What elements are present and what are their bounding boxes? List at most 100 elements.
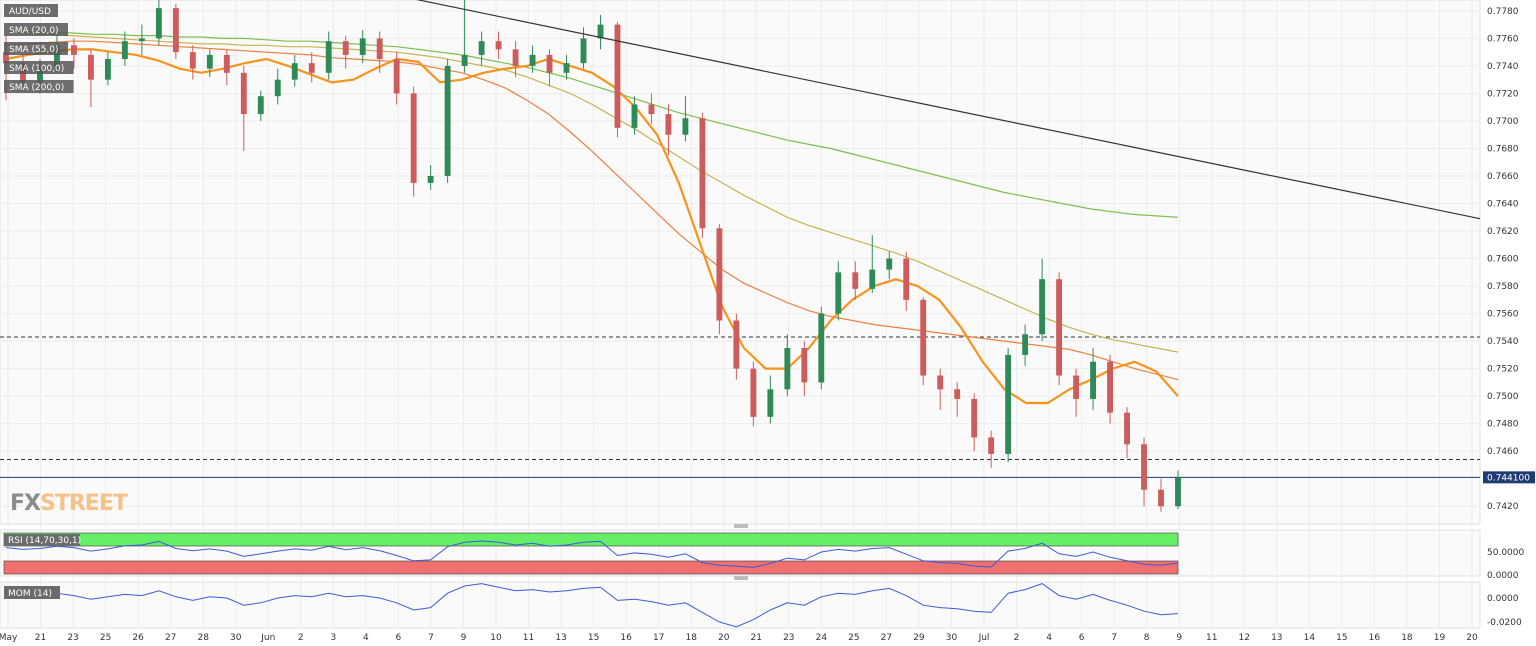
legend-item-box[interactable]	[4, 23, 68, 36]
candle-body	[886, 258, 893, 270]
candle-body	[342, 41, 349, 55]
candle-body	[801, 348, 808, 383]
x-tick-label: 18	[685, 633, 697, 643]
candle-body	[665, 114, 672, 135]
x-tick-label: 16	[1369, 633, 1381, 643]
candle-body	[920, 299, 927, 376]
x-tick-label: 7	[1111, 633, 1117, 643]
candle-body	[1141, 444, 1147, 490]
last-price-label: 0.744100	[1487, 473, 1530, 483]
x-tick-label: Jun	[260, 633, 275, 643]
y-tick-label: 0.7680	[1487, 144, 1519, 154]
candle-body	[3, 52, 9, 64]
y-tick-label: 0.7720	[1487, 89, 1519, 99]
mom-panel	[0, 581, 1481, 629]
candle-body	[733, 320, 740, 369]
x-tick-label: Jul	[978, 633, 990, 643]
momentum-line	[5, 583, 1179, 628]
candle-body	[1158, 489, 1164, 507]
y-tick-label: 0.7660	[1487, 172, 1519, 182]
horizontal-levels	[0, 336, 1480, 478]
panel-resize-handle[interactable]	[734, 524, 748, 528]
candle-body	[937, 375, 944, 390]
candle-body	[376, 38, 383, 60]
x-tick-label: 2	[298, 633, 304, 643]
candle-body	[172, 8, 179, 53]
candle-body	[784, 348, 791, 390]
candle-body	[410, 93, 417, 183]
y-tick-label: 0.7420	[1487, 502, 1519, 512]
x-tick-label: 18	[1401, 633, 1413, 643]
x-tick-label: 2	[1014, 633, 1020, 643]
candle-body	[427, 176, 434, 183]
candle-body	[716, 228, 723, 321]
rsi-oversold-zone	[3, 560, 1179, 575]
candle-body	[461, 54, 468, 66]
candle-body	[954, 389, 961, 399]
candle-body	[614, 24, 621, 128]
candle-body	[597, 24, 604, 39]
candle-body	[54, 45, 60, 66]
x-tick-label: 15	[1336, 633, 1347, 643]
y-tick-label: 0.7480	[1487, 420, 1519, 430]
candle-body	[206, 54, 213, 69]
panel-resize-handle[interactable]	[734, 576, 748, 580]
price-panel	[0, 0, 1481, 525]
x-tick-label: 8	[1144, 633, 1150, 643]
candle-body	[359, 38, 366, 55]
x-tick-label: 9	[1176, 633, 1182, 643]
candle-body	[631, 104, 638, 128]
x-tick-label: 6	[396, 633, 402, 643]
price-axis: 0.7780 0.7760 0.7740 0.7720 0.7700 0.7680 0.76…	[1487, 7, 1519, 512]
x-tick-label: 13	[555, 633, 566, 643]
candle-body	[852, 272, 859, 289]
candle-body	[1107, 361, 1113, 413]
legend-item-box[interactable]	[4, 4, 58, 17]
candle-body	[325, 41, 332, 73]
candle-body	[750, 368, 757, 417]
legend-item-box[interactable]	[4, 61, 74, 74]
candle-body	[444, 65, 451, 176]
candle-body	[682, 118, 689, 135]
x-tick-label: 4	[1046, 633, 1052, 643]
candle-body	[835, 272, 842, 314]
rsi-line	[5, 540, 1179, 568]
x-tick-label: 17	[653, 633, 664, 643]
legend-item-box[interactable]	[4, 42, 68, 55]
candle-body	[1090, 361, 1097, 399]
x-tick-label: 29	[913, 633, 925, 643]
x-tick-label: 12	[1239, 633, 1250, 643]
x-tick-label: 20	[1466, 633, 1478, 643]
candle-body	[223, 54, 230, 73]
y-tick-label: 0.7460	[1487, 447, 1519, 457]
x-tick-label: 21	[35, 633, 46, 643]
candle-body	[189, 52, 196, 69]
mom-polyline	[5, 583, 1179, 628]
x-tick-label: 24	[816, 633, 828, 643]
x-tick-label: 11	[1206, 633, 1217, 643]
x-tick-label: 21	[751, 633, 762, 643]
y-tick-label: 0.7620	[1487, 227, 1519, 237]
legend-item-box[interactable]	[4, 80, 74, 93]
candle-body	[988, 437, 995, 454]
candle-body	[1022, 334, 1029, 355]
mom-label-box	[4, 586, 60, 599]
rsi-tick-50: 50.0000	[1487, 548, 1524, 558]
x-tick-label: 9	[461, 633, 467, 643]
legend-item-label: AUD/USD	[9, 7, 51, 17]
descending-trendline	[416, 0, 1481, 220]
x-tick-label: 13	[1271, 633, 1282, 643]
y-tick-label: 0.7640	[1487, 200, 1519, 210]
y-tick-label: 0.7740	[1487, 62, 1519, 72]
rsi-label-box	[4, 534, 80, 546]
candle-body	[546, 54, 553, 73]
candle-body	[971, 398, 978, 438]
candle-body	[580, 38, 587, 64]
candle-body	[1124, 412, 1130, 445]
x-tick-label: 15	[588, 633, 599, 643]
x-tick-label: 11	[523, 633, 534, 643]
candle-body	[869, 269, 876, 289]
sma-200-line	[6, 30, 1179, 218]
mom-tick-0: 0.0000	[1487, 594, 1519, 604]
